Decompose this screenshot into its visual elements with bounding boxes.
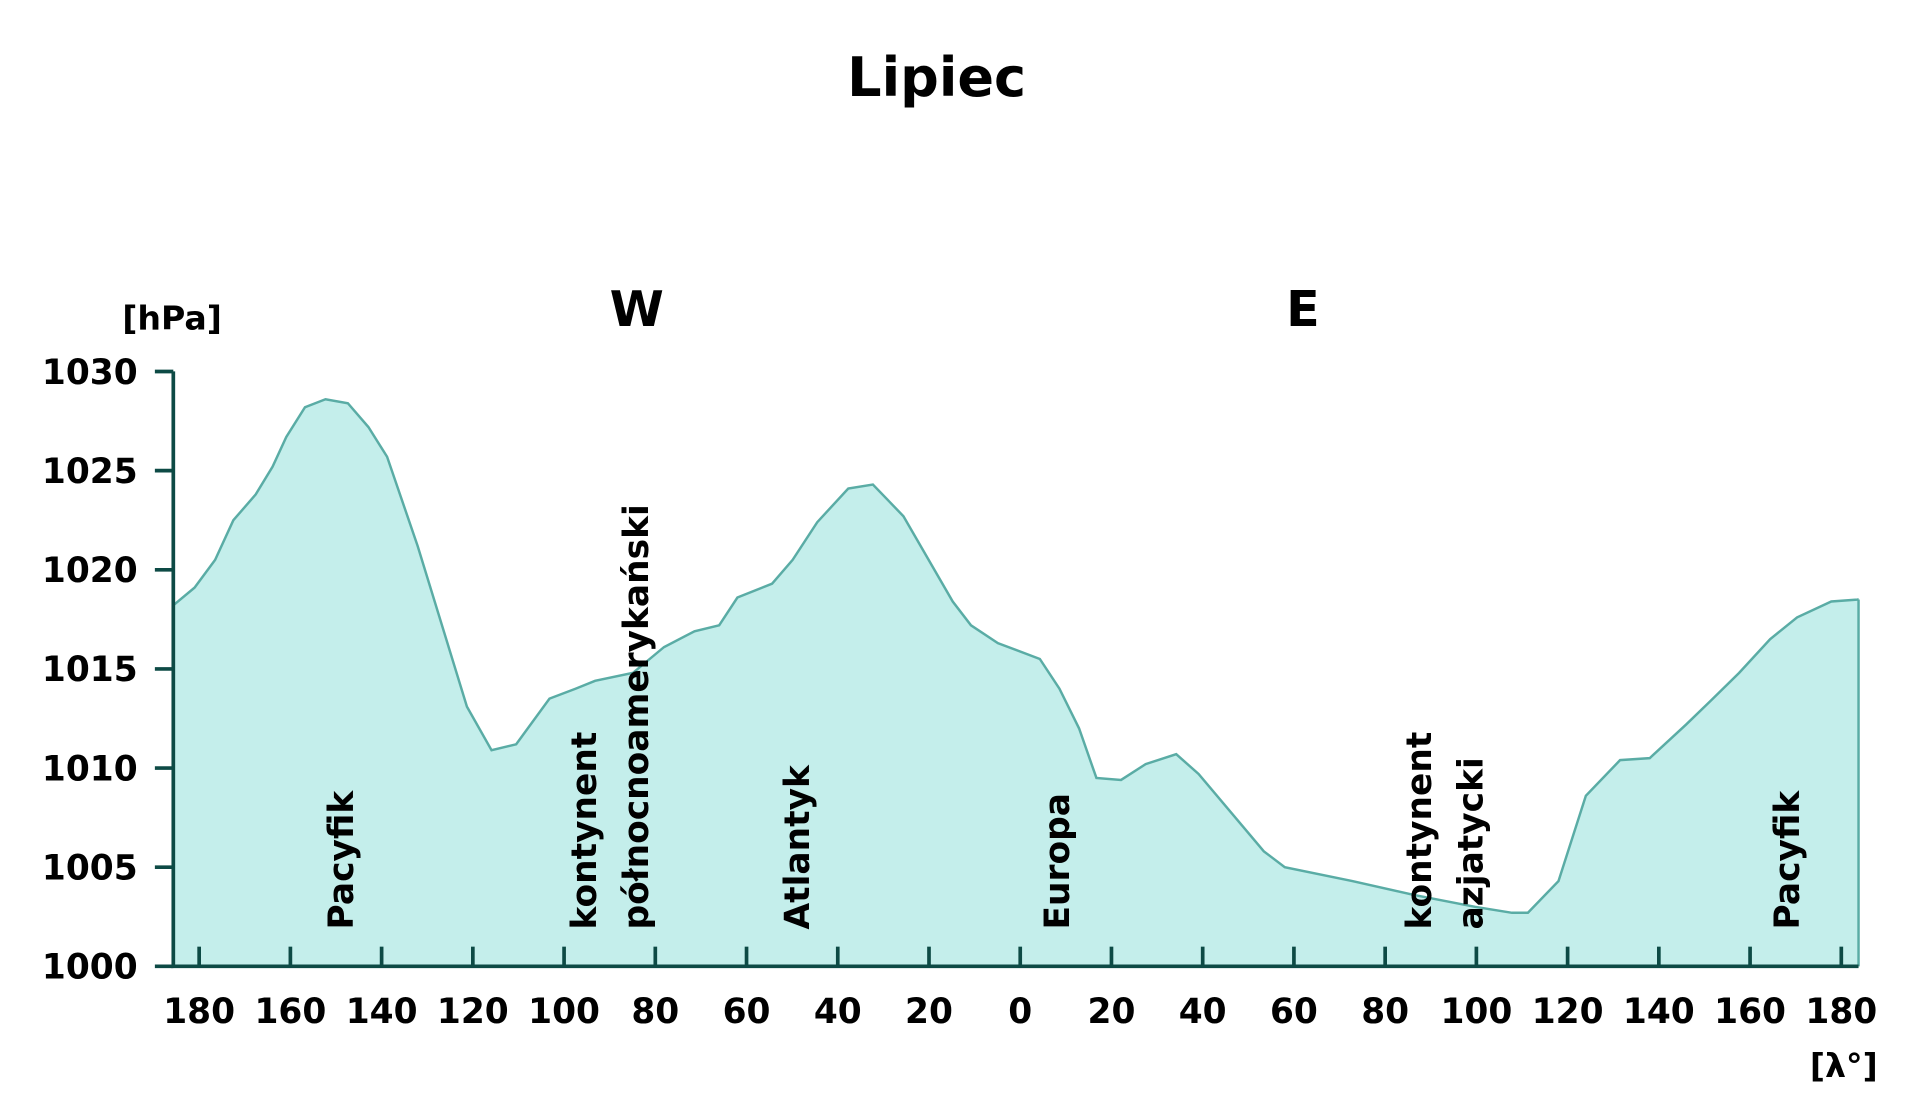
x-tick-label: 160	[1714, 992, 1786, 1032]
x-tick-label: 160	[254, 992, 326, 1032]
y-tick-label: 1010	[42, 749, 138, 789]
x-tick-label: 80	[631, 992, 679, 1032]
x-tick-label: 140	[346, 992, 418, 1032]
y-tick-label: 1020	[42, 551, 138, 591]
x-tick-label: 100	[1440, 992, 1512, 1032]
y-tick-label: 1000	[42, 948, 138, 988]
x-tick-label: 60	[1270, 992, 1318, 1032]
region-label: kontynent	[1400, 732, 1440, 930]
x-tick-label: 180	[163, 992, 235, 1032]
x-tick-label: 60	[723, 992, 771, 1032]
y-tick-label: 1025	[42, 452, 138, 492]
west-hemisphere-label: W	[610, 280, 664, 338]
x-tick-label: 40	[1179, 992, 1227, 1032]
x-tick-label: 120	[1532, 992, 1604, 1032]
east-hemisphere-label: E	[1286, 280, 1320, 338]
y-axis-unit-label: [hPa]	[122, 299, 222, 338]
y-tick-label: 1005	[42, 848, 138, 888]
region-annotations: Pacyfik kontynent północnoamerykański Atlan…	[322, 504, 1808, 929]
x-axis-unit-label: [λ°]	[1810, 1046, 1878, 1085]
x-tick-label: 120	[437, 992, 509, 1032]
chart-title: Lipiec	[847, 46, 1026, 109]
region-label: azjatycki	[1452, 757, 1492, 929]
x-tick-label: 80	[1361, 992, 1409, 1032]
y-tick-label: 1030	[42, 353, 138, 393]
pressure-area	[172, 398, 1860, 967]
pressure-line	[172, 398, 1860, 967]
x-tick-label: 180	[1805, 992, 1877, 1032]
x-tick-label: 140	[1623, 992, 1695, 1032]
region-label: północnoamerykański	[617, 504, 657, 929]
region-label: kontynent	[565, 732, 605, 930]
region-label: Pacyfik	[322, 790, 362, 930]
region-label: Atlantyk	[778, 764, 818, 929]
region-label: Pacyfik	[1768, 790, 1808, 930]
x-tick-label: 100	[528, 992, 600, 1032]
region-label: Europa	[1038, 793, 1078, 929]
pressure-fill	[173, 399, 1859, 967]
y-tick-label: 1015	[42, 650, 138, 690]
x-tick-label: 20	[905, 992, 953, 1032]
x-tick-label: 20	[1088, 992, 1136, 1032]
x-tick-label: 40	[814, 992, 862, 1032]
x-tick-label: 0	[1008, 992, 1032, 1032]
